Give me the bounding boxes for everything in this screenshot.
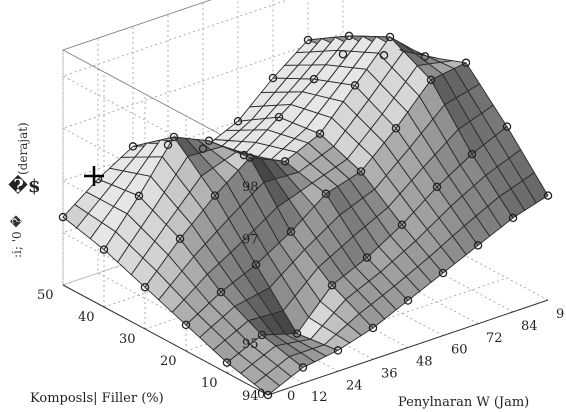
data-point-marker bbox=[58, 212, 68, 222]
x-tick-label: 84 bbox=[521, 319, 538, 334]
tick-labels: 12 24 36 48 60 72 84 9 10 20 30 40 50 94 95 97 98 bbox=[37, 180, 564, 405]
y-axis-zero-label: 0 bbox=[257, 387, 265, 402]
data-point-marker bbox=[216, 287, 226, 297]
z-tick-label: 97 bbox=[242, 232, 259, 247]
x-tick-label: 9 bbox=[556, 307, 564, 322]
data-point-marker bbox=[438, 268, 448, 278]
data-point-marker bbox=[391, 124, 401, 133]
data-point-marker bbox=[263, 390, 273, 400]
x-axis-label: Penylnaran W (Jam) bbox=[398, 395, 529, 410]
data-point-marker bbox=[251, 260, 261, 269]
data-point-marker bbox=[303, 35, 313, 45]
data-point-marker bbox=[274, 112, 284, 122]
x-tick-label: 72 bbox=[486, 331, 503, 346]
surface-patch bbox=[522, 172, 549, 204]
data-point-marker bbox=[175, 234, 185, 244]
data-point-marker bbox=[198, 144, 208, 153]
data-point-marker bbox=[286, 227, 296, 237]
x-axis-zero-label: 0 bbox=[287, 389, 295, 404]
data-point-marker bbox=[379, 51, 389, 60]
data-point-marker bbox=[239, 150, 249, 160]
data-point-marker bbox=[280, 157, 290, 166]
y-tick-label: 10 bbox=[201, 376, 218, 391]
y-tick-label: 20 bbox=[160, 354, 177, 369]
y-tick-label: 40 bbox=[78, 310, 95, 325]
crosshair-cursor bbox=[84, 166, 104, 186]
data-point-marker bbox=[292, 329, 302, 338]
z-tick-label: 95 bbox=[242, 337, 259, 352]
data-point-marker bbox=[128, 142, 138, 151]
y-axis-label: Komposls| Filler (%) bbox=[30, 391, 164, 406]
data-point-marker bbox=[426, 75, 436, 85]
data-point-marker bbox=[420, 52, 430, 61]
data-point-marker bbox=[233, 116, 243, 126]
surface-mesh bbox=[62, 35, 549, 396]
data-point-marker bbox=[502, 122, 512, 131]
data-point-marker bbox=[403, 296, 413, 305]
data-point-marker bbox=[327, 280, 337, 290]
data-point-marker bbox=[222, 358, 232, 367]
y-axis-line bbox=[62, 284, 269, 396]
y-tick-label: 50 bbox=[37, 288, 54, 303]
z-tick-label: 94 bbox=[242, 389, 259, 404]
data-point-marker bbox=[140, 282, 150, 292]
z-axis-label: (derajat) bbox=[16, 122, 30, 175]
data-markers bbox=[58, 31, 553, 400]
z-axis-label-side: :i; '0 � bbox=[10, 215, 24, 258]
data-point-marker bbox=[432, 182, 442, 192]
data-point-marker bbox=[169, 132, 179, 142]
data-point-marker bbox=[99, 245, 109, 254]
data-point-marker bbox=[257, 330, 267, 340]
data-point-marker bbox=[350, 81, 360, 90]
data-point-marker bbox=[338, 49, 348, 59]
x-tick-label: 60 bbox=[451, 343, 468, 358]
x-tick-label: 12 bbox=[311, 390, 328, 405]
data-point-marker bbox=[309, 74, 319, 84]
x-tick-label: 36 bbox=[381, 366, 398, 381]
data-point-marker bbox=[181, 320, 191, 330]
data-point-marker bbox=[368, 323, 378, 333]
box-top-edge bbox=[61, 0, 269, 161]
data-point-marker bbox=[204, 136, 214, 146]
data-point-marker bbox=[344, 31, 354, 41]
data-point-marker bbox=[461, 58, 471, 68]
x-tick-label: 48 bbox=[416, 355, 433, 370]
data-point-marker bbox=[134, 191, 144, 201]
data-point-marker bbox=[268, 73, 278, 83]
data-point-marker bbox=[356, 167, 366, 176]
data-point-marker bbox=[397, 220, 407, 230]
data-point-marker bbox=[321, 189, 331, 199]
z-tick-label: 98 bbox=[242, 180, 259, 195]
data-point-marker bbox=[315, 129, 325, 139]
data-point-marker bbox=[543, 191, 553, 200]
grid-line-y-floor bbox=[226, 277, 508, 374]
data-point-marker bbox=[473, 241, 483, 250]
x-tick-label: 24 bbox=[346, 378, 363, 393]
x-axis-line bbox=[267, 299, 549, 396]
data-point-marker bbox=[467, 149, 477, 159]
data-point-marker bbox=[210, 191, 220, 200]
data-point-marker bbox=[163, 140, 173, 150]
data-point-marker bbox=[333, 346, 343, 355]
data-point-marker bbox=[298, 363, 308, 372]
y-tick-label: 30 bbox=[119, 332, 136, 347]
data-point-marker bbox=[385, 32, 395, 42]
z-axis-label-prefix: �$ bbox=[8, 174, 41, 197]
data-point-marker bbox=[362, 253, 372, 262]
data-point-marker bbox=[508, 213, 518, 223]
